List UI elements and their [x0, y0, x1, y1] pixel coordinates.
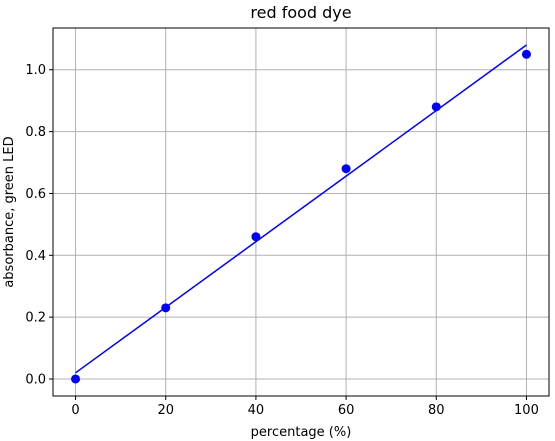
- x-tick-label: 40: [248, 403, 265, 418]
- x-tick-label: 100: [514, 403, 539, 418]
- chart-title: red food dye: [250, 3, 351, 22]
- y-tick-label: 0.6: [25, 187, 46, 202]
- data-point: [521, 49, 531, 59]
- y-tick-label: 1.0: [25, 63, 46, 78]
- x-tick-label: 60: [338, 403, 355, 418]
- grid: [53, 28, 549, 396]
- data-point: [161, 303, 171, 313]
- y-ticks: 0.0 0.2 0.4 0.6 0.8 1.0: [25, 63, 53, 387]
- x-axis-label: percentage (%): [251, 425, 352, 440]
- x-tick-label: 0: [71, 403, 79, 418]
- data-point: [341, 164, 351, 174]
- x-ticks: 0 20 40 60 80 100: [71, 396, 539, 418]
- fit-line-group: [75, 44, 527, 374]
- y-tick-label: 0.4: [25, 249, 46, 264]
- fit-line: [75, 44, 527, 374]
- plot-frame: [52, 27, 550, 397]
- x-tick-label: 20: [157, 403, 174, 418]
- x-tick-label: 80: [428, 403, 445, 418]
- data-points: [71, 49, 531, 384]
- data-point: [71, 374, 81, 384]
- y-tick-label: 0.0: [25, 372, 46, 387]
- y-axis-label: absorbance, green LED: [2, 136, 17, 287]
- y-tick-label: 0.2: [25, 311, 46, 326]
- y-tick-label: 0.8: [25, 125, 46, 140]
- data-point: [251, 232, 261, 242]
- data-point: [431, 102, 441, 112]
